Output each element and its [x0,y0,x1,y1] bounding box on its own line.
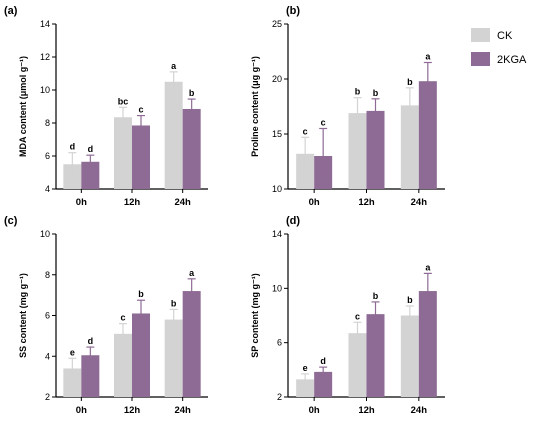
legend: CK 2KGA [471,28,527,66]
significance-label: e [303,363,308,373]
significance-label: a [425,52,431,62]
panel-letter: (b) [286,5,300,17]
x-tick-label: 12h [358,405,375,416]
significance-label: c [321,118,326,128]
significance-label: c [355,311,360,321]
bar-ck-12h [114,117,132,189]
significance-label: b [373,88,379,98]
y-tick-label: 6 [277,338,282,348]
legend-swatch-2kga [471,52,490,66]
chart-panel-2: (b) 10 15 20 25 Proline content (μg g⁻¹) 0h c c 1… [250,5,445,208]
x-tick-label: 24h [174,405,191,416]
significance-label: b [189,88,195,98]
y-tick-label: 6 [45,151,50,161]
y-tick-label: 10 [272,283,282,293]
panel-letter: (d) [286,215,300,227]
significance-label: b [171,298,177,308]
y-tick-label: 6 [45,311,50,321]
bar-2kga-24h [418,291,437,397]
significance-label: d [88,144,94,154]
x-tick-label: 0h [309,197,320,208]
y-tick-label: 20 [272,74,282,84]
significance-label: c [138,105,143,115]
panel-letter: (c) [4,215,18,227]
y-tick-label: 25 [272,19,282,29]
y-tick-label: 2 [277,392,282,402]
bar-2kga-24h [418,81,437,189]
significance-label: c [120,313,125,323]
significance-label: b [407,295,413,305]
bar-ck-24h [164,319,183,397]
significance-label: d [320,356,326,366]
y-tick-label: 4 [45,184,50,194]
bar-2kga-12h [366,314,385,397]
significance-label: d [70,142,76,152]
bar-ck-0h [296,379,315,397]
significance-label: e [70,347,75,357]
y-tick-label: 2 [45,392,50,402]
bar-2kga-0h [314,371,333,397]
x-tick-label: 12h [124,405,141,416]
y-tick-label: 14 [40,19,50,29]
bar-ck-0h [63,164,82,189]
bar-ck-24h [400,315,419,397]
significance-label: a [171,61,177,71]
significance-label: b [355,87,361,97]
legend-swatch-ck [471,28,490,42]
significance-label: b [138,289,144,299]
y-tick-label: 4 [45,351,50,361]
significance-label: b [407,77,413,87]
y-tick-label: 10 [40,229,50,239]
x-tick-label: 0h [309,405,320,416]
y-tick-label: 14 [272,229,282,239]
y-tick-label: 8 [45,118,50,128]
significance-label: d [88,336,94,346]
bar-2kga-12h [132,313,150,397]
significance-label: a [189,268,195,278]
x-tick-label: 0h [76,197,87,208]
y-axis-title: Proline content (μg g⁻¹) [250,56,260,157]
bar-ck-12h [348,113,367,189]
chart-panel-4: (d) 2 6 10 14 SP content (mg g⁻¹) 0h e d 12h c b 24h… [250,215,445,416]
y-tick-label: 10 [272,184,282,194]
x-tick-label: 24h [411,405,428,416]
bar-ck-0h [63,368,82,397]
y-tick-label: 10 [40,85,50,95]
bar-2kga-24h [182,108,201,189]
chart-panel-1: (a) 4 6 8 10 12 14 MDA content (μmol g⁻¹) 0h d d 12… [4,5,208,208]
y-tick-label: 8 [45,270,50,280]
bar-ck-0h [296,153,315,189]
y-axis-title: MDA content (μmol g⁻¹) [18,56,28,157]
bar-2kga-0h [81,355,100,397]
bar-ck-24h [400,105,419,189]
significance-label: bc [118,96,129,106]
bar-2kga-12h [132,125,150,189]
bar-2kga-12h [366,110,385,189]
x-tick-label: 0h [76,405,87,416]
bar-ck-12h [114,333,132,397]
bar-2kga-24h [182,291,201,397]
chart-panel-3: (c) 2 4 6 8 10 SS content (mg g⁻¹) 0h e d 12h c b 24h… [4,215,208,416]
x-tick-label: 12h [358,197,375,208]
significance-label: a [425,262,431,272]
y-axis-title: SS content (mg g⁻¹) [18,273,28,358]
x-tick-label: 24h [174,197,191,208]
y-axis-title: SP content (mg g⁻¹) [250,273,260,358]
x-tick-label: 24h [411,197,428,208]
bar-ck-12h [348,333,367,397]
bar-ck-24h [164,81,183,189]
panel-letter: (a) [4,5,18,17]
significance-label: c [303,126,308,136]
legend-label: CK [497,30,513,42]
y-tick-label: 15 [272,129,282,139]
bar-2kga-0h [81,161,100,189]
y-tick-label: 12 [40,52,50,62]
legend-label: 2KGA [497,54,527,66]
x-tick-label: 12h [124,197,141,208]
significance-label: b [373,291,379,301]
